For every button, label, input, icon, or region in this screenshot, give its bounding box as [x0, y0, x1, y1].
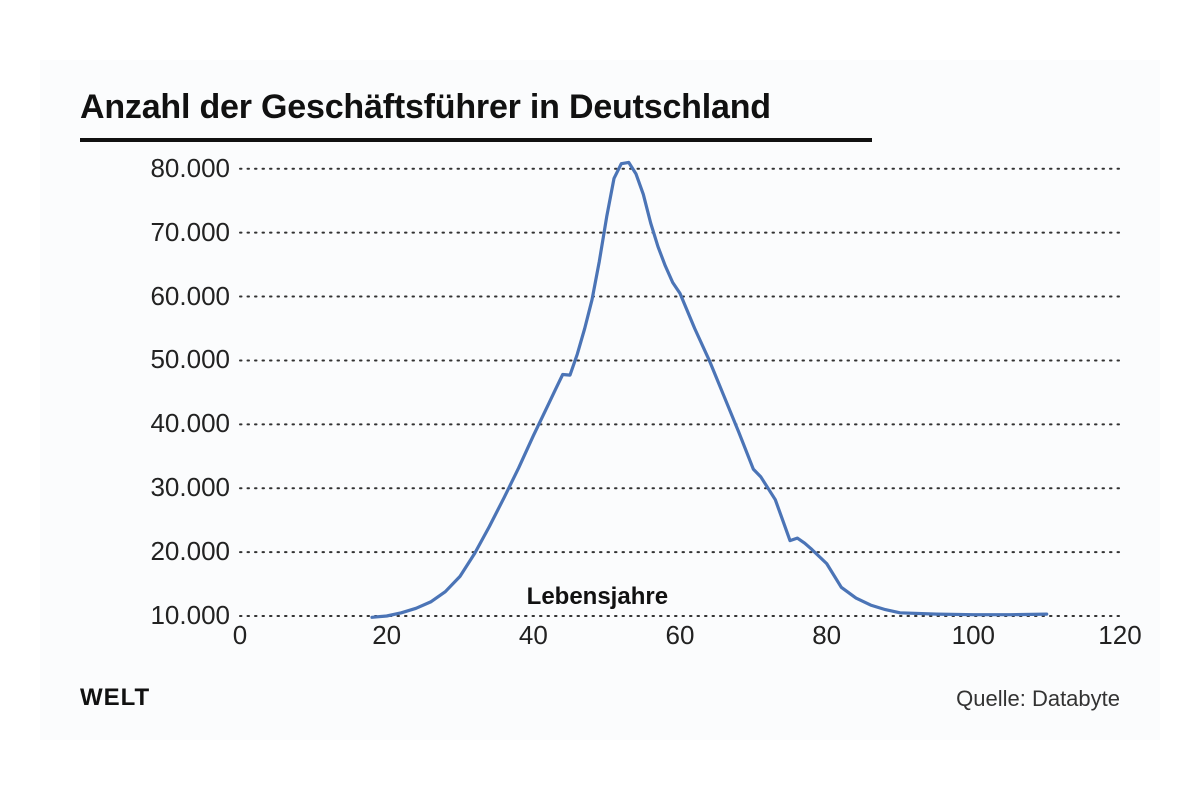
chart-title-underline [80, 138, 872, 142]
footer-source: Quelle: Databyte [956, 686, 1120, 712]
y-tick-label: 70.000 [120, 217, 230, 248]
x-tick-label: 120 [1090, 620, 1150, 651]
x-tick-label: 60 [650, 620, 710, 651]
chart-title: Anzahl der Geschäftsführer in Deutschlan… [80, 88, 771, 127]
chart-plot-area: 10.00020.00030.00040.00050.00060.00070.0… [80, 156, 1120, 644]
chart-svg [80, 156, 1120, 644]
y-tick-label: 80.000 [120, 153, 230, 184]
x-tick-label: 80 [797, 620, 857, 651]
y-tick-label: 40.000 [120, 408, 230, 439]
x-tick-label: 100 [943, 620, 1003, 651]
y-tick-label: 30.000 [120, 472, 230, 503]
y-tick-label: 20.000 [120, 536, 230, 567]
x-axis-title: Lebensjahre [527, 583, 668, 611]
x-tick-label: 20 [357, 620, 417, 651]
x-tick-label: 0 [210, 620, 270, 651]
y-tick-label: 50.000 [120, 344, 230, 375]
chart-card: Anzahl der Geschäftsführer in Deutschlan… [40, 60, 1160, 740]
y-tick-label: 60.000 [120, 281, 230, 312]
footer-brand: WELT [80, 684, 150, 712]
x-tick-label: 40 [503, 620, 563, 651]
